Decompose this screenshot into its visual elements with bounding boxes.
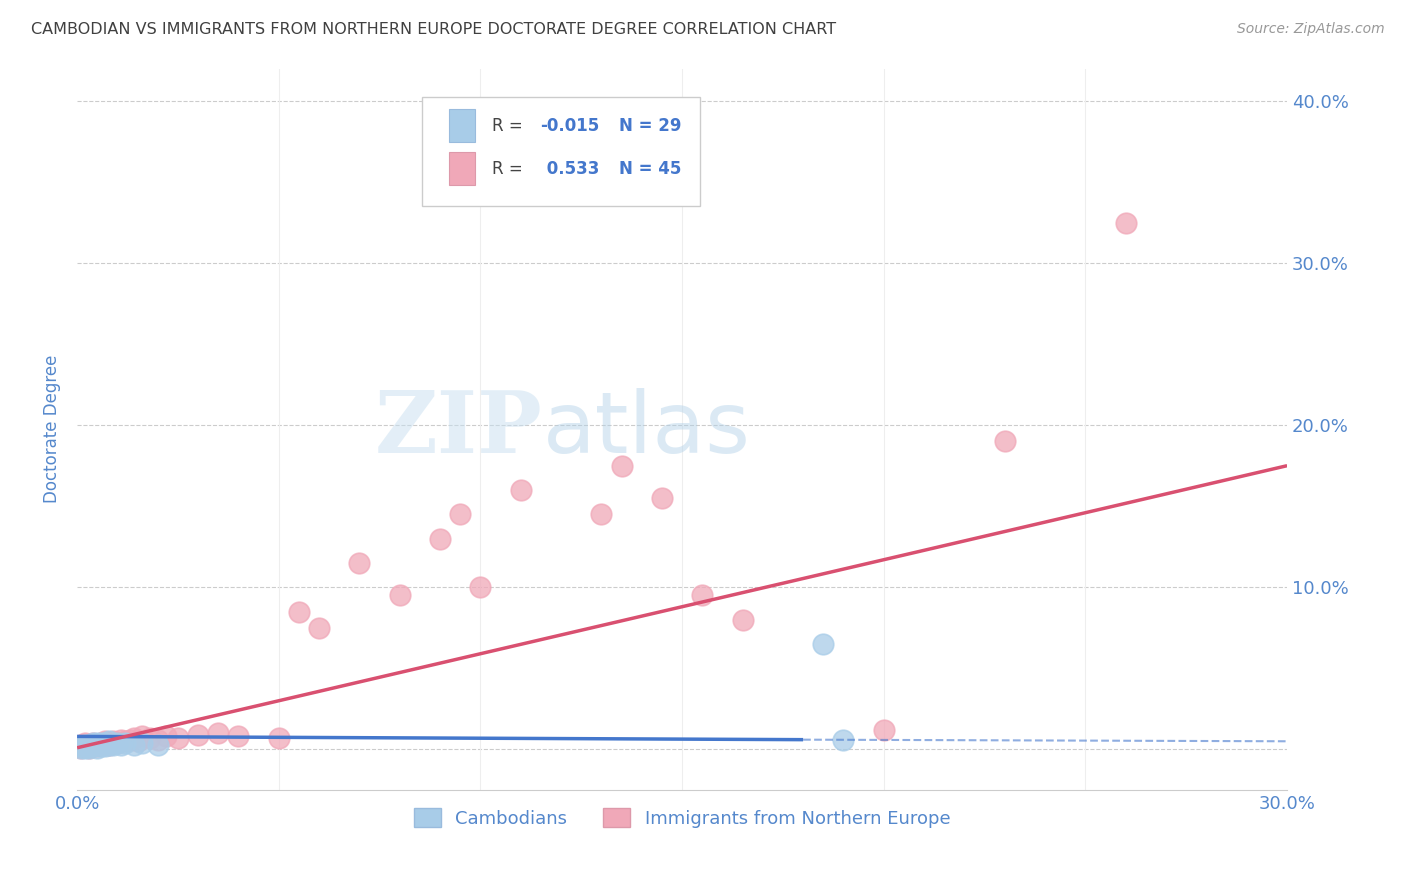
Point (98, 738, 121, 752)
Point (207, 726, 229, 740)
Point (70, 738, 93, 752)
FancyBboxPatch shape (449, 153, 475, 185)
Point (98, 734, 121, 748)
Y-axis label: Doctorate Degree: Doctorate Degree (44, 355, 60, 503)
Legend: Cambodians, Immigrants from Northern Europe: Cambodians, Immigrants from Northern Eur… (406, 801, 957, 835)
Point (651, 491, 673, 505)
Point (77, 740, 100, 755)
Point (75, 739, 97, 753)
Point (114, 734, 136, 748)
Point (82, 736, 104, 750)
Text: R =: R = (492, 160, 529, 178)
Point (267, 731, 290, 745)
FancyBboxPatch shape (449, 110, 475, 142)
Text: N = 29: N = 29 (619, 117, 682, 135)
Point (610, 458, 633, 473)
Text: R =: R = (492, 117, 529, 135)
Point (77, 738, 100, 752)
Point (813, 637, 835, 651)
Point (122, 738, 145, 752)
Point (591, 508, 613, 522)
Point (110, 738, 132, 752)
Point (167, 731, 190, 745)
Point (86, 738, 108, 752)
Point (155, 730, 177, 744)
Point (90, 736, 112, 750)
Point (94, 739, 117, 753)
Text: Source: ZipAtlas.com: Source: ZipAtlas.com (1237, 22, 1385, 37)
Point (731, 613, 754, 627)
Point (349, 556, 371, 570)
Point (228, 730, 250, 744)
Point (77, 738, 100, 752)
Text: CAMBODIAN VS IMMIGRANTS FROM NORTHERN EUROPE DOCTORATE DEGREE CORRELATION CHART: CAMBODIAN VS IMMIGRANTS FROM NORTHERN EU… (31, 22, 837, 37)
Point (146, 732, 169, 747)
Text: -0.015: -0.015 (540, 117, 600, 135)
Point (429, 532, 451, 546)
Point (86, 739, 108, 753)
Point (187, 728, 209, 742)
Text: 0.533: 0.533 (540, 160, 599, 178)
Point (82, 739, 104, 753)
Point (90, 738, 112, 752)
Point (873, 723, 896, 737)
Point (86, 736, 108, 750)
Point (103, 738, 125, 752)
Point (146, 738, 169, 752)
Point (509, 483, 531, 497)
Point (127, 734, 149, 748)
Point (131, 736, 153, 750)
Point (122, 731, 145, 745)
Point (690, 588, 713, 602)
Point (114, 736, 136, 750)
Point (449, 508, 471, 522)
Point (107, 736, 129, 750)
Point (288, 605, 311, 619)
Point (1115, 215, 1137, 229)
Point (90, 736, 112, 750)
Point (107, 736, 129, 750)
Point (118, 732, 141, 747)
Point (103, 734, 125, 748)
Point (75, 736, 97, 750)
Point (94, 736, 117, 750)
Point (832, 732, 855, 747)
Point (388, 588, 411, 602)
Point (77, 739, 100, 753)
Point (470, 580, 492, 594)
Point (308, 621, 330, 635)
Point (82, 739, 104, 753)
Point (82, 736, 104, 750)
Point (86, 738, 108, 752)
Point (75, 738, 97, 752)
Point (994, 434, 1017, 449)
Point (94, 734, 117, 748)
Point (70, 739, 93, 753)
Point (82, 738, 104, 752)
Point (98, 738, 121, 752)
Point (90, 739, 112, 753)
Text: atlas: atlas (543, 388, 751, 471)
Point (70, 740, 93, 755)
Point (75, 740, 97, 755)
Point (138, 731, 160, 745)
Point (86, 740, 108, 755)
Text: ZIP: ZIP (375, 387, 543, 471)
Point (77, 740, 100, 755)
Point (70, 740, 93, 755)
FancyBboxPatch shape (422, 97, 700, 205)
Text: N = 45: N = 45 (619, 160, 682, 178)
Point (131, 730, 153, 744)
Point (110, 732, 132, 747)
